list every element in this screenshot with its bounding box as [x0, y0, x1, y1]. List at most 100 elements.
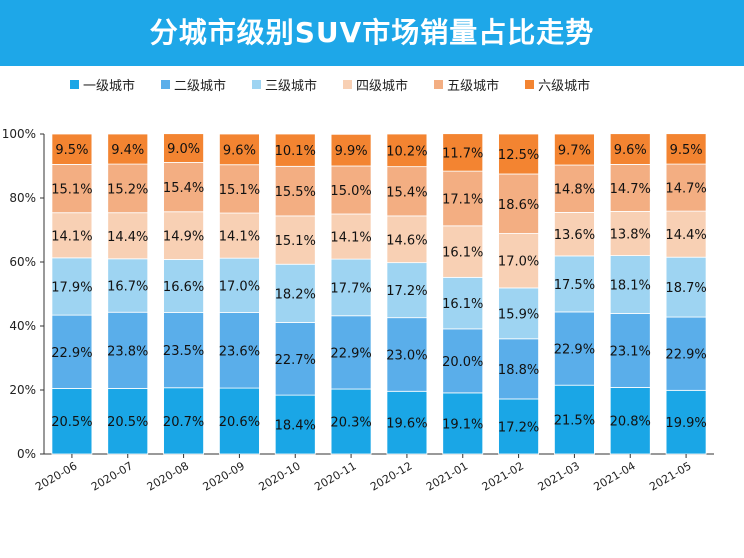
data-label: 23.5% [163, 344, 204, 359]
data-label: 18.4% [275, 419, 316, 434]
y-tick-label: 60% [9, 255, 36, 269]
x-tick-label: 2021-03 [536, 459, 582, 493]
bar-segment [554, 133, 595, 166]
bar-segment [665, 210, 707, 258]
legend-label: 三级城市 [265, 78, 318, 94]
bar-segment [554, 211, 595, 257]
bar-segment [51, 212, 93, 259]
data-label: 22.9% [665, 348, 706, 363]
bar-segment [442, 170, 484, 227]
x-tick-label: 2021-02 [480, 459, 526, 493]
bar-segment [554, 164, 595, 213]
bar-segment [219, 212, 260, 259]
x-tick-label: 2020-09 [201, 459, 247, 493]
data-label: 15.1% [219, 183, 260, 198]
bar-segment [386, 166, 428, 217]
bar-segment [498, 133, 539, 175]
bar-segment [386, 390, 428, 455]
data-label: 14.1% [330, 231, 371, 246]
data-label: 18.7% [665, 281, 706, 296]
x-tick-label: 2021-04 [591, 459, 637, 493]
data-label: 18.2% [275, 287, 316, 302]
data-label: 16.1% [442, 246, 483, 261]
bar-segment [51, 314, 93, 389]
data-label: 14.8% [554, 183, 595, 198]
data-label: 20.8% [610, 415, 651, 430]
bar-segment [107, 387, 149, 455]
bar-segment [609, 211, 651, 257]
bar-segment [386, 262, 428, 319]
data-label: 18.6% [498, 198, 539, 213]
bar-segment [442, 392, 484, 455]
data-label: 9.4% [111, 143, 144, 158]
x-tick-label: 2020-12 [368, 459, 414, 493]
data-label: 23.1% [610, 344, 651, 359]
x-tick-label: 2021-05 [647, 459, 693, 493]
data-label: 15.2% [107, 182, 148, 197]
bar-segment [107, 311, 149, 389]
legend-item-tier6: 六级城市 [525, 75, 590, 94]
legend-item-tier2: 二级城市 [161, 75, 226, 94]
bar-segment [219, 164, 260, 214]
data-label: 21.5% [554, 414, 595, 429]
data-label: 17.7% [330, 281, 371, 296]
data-label: 9.7% [558, 144, 591, 159]
legend-label: 五级城市 [447, 78, 500, 94]
bar-segment [51, 133, 93, 165]
bar-segment [386, 317, 428, 392]
data-label: 23.8% [107, 344, 148, 359]
data-label: 16.1% [442, 297, 483, 312]
bar-segment [609, 163, 651, 212]
bar-segment [442, 328, 484, 394]
data-label: 20.0% [442, 355, 483, 370]
data-label: 15.0% [330, 184, 371, 199]
data-label: 20.5% [51, 415, 92, 430]
legend-label: 四级城市 [356, 78, 409, 94]
data-label: 19.6% [386, 417, 427, 432]
y-tick-label: 100% [2, 127, 36, 141]
data-label: 20.5% [107, 415, 148, 430]
bar-segment [498, 233, 539, 289]
chart-title: 分城市级别SUV市场销量占比走势 [149, 16, 595, 49]
data-label: 15.9% [498, 307, 539, 322]
data-label: 19.9% [665, 416, 706, 431]
bar-segment [51, 257, 93, 316]
data-label: 14.1% [51, 229, 92, 244]
bar-segment [386, 133, 428, 168]
data-label: 22.9% [330, 346, 371, 361]
bar-segment [609, 387, 651, 455]
legend-swatch [252, 79, 262, 89]
data-label: 18.1% [610, 279, 651, 294]
data-label: 18.8% [498, 363, 539, 378]
bar-segment [554, 255, 595, 313]
data-label: 17.1% [442, 192, 483, 207]
data-label: 15.5% [275, 185, 316, 200]
data-label: 17.9% [51, 280, 92, 295]
bar-segment [163, 259, 204, 313]
legend: 一级城市 二级城市 三级城市 四级城市 五级城市 六级城市 [70, 73, 710, 95]
bar-segment [107, 258, 149, 313]
data-label: 14.1% [219, 230, 260, 245]
bar-segment [554, 311, 595, 386]
x-tick-label: 2020-08 [145, 459, 191, 493]
bar-segment [442, 225, 484, 278]
data-label: 17.5% [554, 278, 595, 293]
bar-segment [442, 133, 484, 172]
bar-segment [498, 338, 539, 400]
x-tick-label: 2020-06 [33, 459, 79, 493]
data-label: 16.6% [163, 280, 204, 295]
data-label: 23.6% [219, 344, 260, 359]
legend-item-tier3: 三级城市 [252, 75, 317, 94]
bar-segment [498, 173, 539, 234]
y-tick-label: 40% [9, 319, 36, 333]
bar-segment [498, 287, 539, 340]
bar-segment [665, 133, 707, 165]
x-tick-label: 2020-10 [256, 459, 302, 493]
bar-segment [107, 163, 149, 214]
bar-segment [442, 276, 484, 330]
data-label: 17.0% [219, 279, 260, 294]
data-label: 23.0% [386, 348, 427, 363]
legend-swatch [70, 79, 79, 89]
legend-swatch [434, 79, 444, 89]
